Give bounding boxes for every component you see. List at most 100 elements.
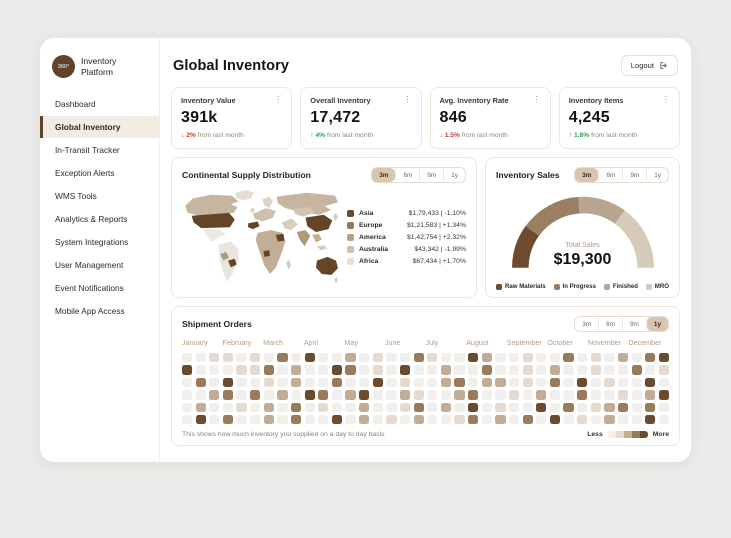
heatmap-cell <box>372 377 383 388</box>
legend-swatch <box>496 283 502 290</box>
total-sales-value: $19,300 <box>553 251 612 268</box>
heatmap-cell <box>195 365 206 375</box>
range-1y-button[interactable]: 1y <box>443 168 465 182</box>
heatmap-cell <box>617 390 629 400</box>
heatmap-scale-bar <box>607 431 648 439</box>
sidebar-item-dashboard[interactable]: Dashboard <box>55 99 96 109</box>
mid-row: Continental Supply Distribution 3m 6m 9m 1y <box>171 157 680 298</box>
logo-badge-icon: 360° <box>52 55 75 78</box>
heatmap-cell <box>617 414 629 425</box>
scale-step <box>623 431 632 439</box>
heatmap-cell <box>427 414 438 425</box>
heatmap-cell <box>195 377 206 388</box>
heatmap-cell <box>236 390 247 400</box>
range-3m-button[interactable]: 3m <box>575 317 598 331</box>
scale-step <box>631 431 640 439</box>
heatmap-cell <box>372 365 383 375</box>
heatmap-cell <box>209 390 220 400</box>
sidebar-item-in-transit-tracker[interactable]: In-Transit Tracker <box>55 145 120 155</box>
kebab-menu-icon[interactable]: ⋮ <box>532 95 541 104</box>
heatmap-cell <box>549 390 561 400</box>
heatmap-cell <box>331 390 343 400</box>
logout-button[interactable]: Logout <box>620 55 678 76</box>
range-1y-button[interactable]: 1y <box>646 168 668 182</box>
stat-delta: ↓ 1.5% from last month <box>440 132 541 139</box>
heatmap-cell <box>658 414 669 425</box>
sidebar-item-system-integrations[interactable]: System Integrations <box>55 237 129 247</box>
heatmap-cell <box>290 377 302 388</box>
legend-name: Europe <box>359 221 383 229</box>
scale-step <box>607 431 616 439</box>
heatmap-cell <box>645 402 656 412</box>
heatmap-cell <box>386 402 397 412</box>
shipments-ranges: 3m 6m 9m 1y <box>574 316 669 332</box>
heatmap-cell <box>359 353 370 363</box>
range-6m-button[interactable]: 6m <box>598 168 622 182</box>
sidebar-item-user-management[interactable]: User Management <box>55 260 124 270</box>
sidebar-item-exception-alerts[interactable]: Exception Alerts <box>55 168 115 178</box>
sidebar-item-event-notifications[interactable]: Event Notifications <box>55 283 124 293</box>
heatmap-cell <box>413 377 424 388</box>
heatmap-cell <box>277 353 288 363</box>
distribution-title: Continental Supply Distribution <box>182 170 311 180</box>
gauge-segment-in-progress <box>525 196 580 237</box>
range-1y-button[interactable]: 1y <box>645 317 668 331</box>
heatmap-cell <box>386 414 397 425</box>
heatmap-cell <box>604 353 615 363</box>
heatmap-cell <box>590 377 601 388</box>
kebab-menu-icon[interactable]: ⋮ <box>662 95 670 104</box>
range-6m-button[interactable]: 6m <box>598 317 622 331</box>
sales-legend-finished: Finished <box>603 283 638 290</box>
heatmap-cell <box>182 414 193 425</box>
heatmap-cell <box>277 377 288 388</box>
heatmap-cell <box>631 377 642 388</box>
month-label-october: October <box>547 338 573 347</box>
heatmap-cell <box>658 365 669 375</box>
stat-delta: ↓ 2% from last month <box>181 132 282 139</box>
heatmap-cell <box>631 390 642 400</box>
range-9m-button[interactable]: 9m <box>622 168 646 182</box>
range-3m-button[interactable]: 3m <box>372 168 396 182</box>
heatmap-cell <box>508 390 520 400</box>
kebab-menu-icon[interactable]: ⋮ <box>274 95 283 104</box>
sidebar-item-global-inventory[interactable]: Global Inventory <box>40 116 159 138</box>
heatmap-cell <box>645 377 656 388</box>
heatmap-cell <box>195 353 206 363</box>
heatmap-cell <box>304 402 315 412</box>
sidebar-item-wms-tools[interactable]: WMS Tools <box>55 191 97 201</box>
range-3m-button[interactable]: 3m <box>575 168 599 182</box>
heatmap-cell <box>222 414 234 425</box>
heatmap-cell <box>318 414 329 425</box>
main-content: Global Inventory Logout Inventory Value ⋮… <box>160 38 691 462</box>
heatmap-cell <box>631 365 642 375</box>
heatmap-cell <box>658 390 669 400</box>
range-6m-button[interactable]: 6m <box>395 168 419 182</box>
logout-icon <box>660 62 667 69</box>
heatmap-cell <box>195 402 206 412</box>
legend-name: Raw Materials <box>505 283 546 290</box>
sidebar-item-mobile-app-access[interactable]: Mobile App Access <box>55 306 125 316</box>
sidebar-item-analytics-reports[interactable]: Analytics & Reports <box>55 214 128 224</box>
month-label-september: September <box>506 338 542 347</box>
heatmap-grid <box>182 353 669 425</box>
heatmap-cell <box>263 402 274 412</box>
less-label: Less <box>587 431 603 439</box>
stat-delta-note: from last month <box>591 132 638 139</box>
heatmap-cell <box>413 390 424 400</box>
range-9m-button[interactable]: 9m <box>419 168 443 182</box>
heatmap-cell <box>250 390 261 400</box>
heatmap-cell <box>481 365 492 375</box>
shipments-title: Shipment Orders <box>182 319 252 329</box>
range-9m-button[interactable]: 9m <box>622 317 646 331</box>
legend-swatch <box>347 257 354 265</box>
heatmap-cell <box>508 353 520 363</box>
sales-legend-in-progress: In Progress <box>553 283 596 290</box>
gauge-segment-raw-materials <box>511 226 539 269</box>
heatmap-cell <box>658 353 669 363</box>
heatmap-cell <box>222 402 234 412</box>
heatmap-cell <box>209 377 220 388</box>
heatmap-cell <box>645 353 656 363</box>
heatmap-cell <box>359 390 370 400</box>
kebab-menu-icon[interactable]: ⋮ <box>403 95 412 104</box>
heatmap-cell <box>386 377 397 388</box>
